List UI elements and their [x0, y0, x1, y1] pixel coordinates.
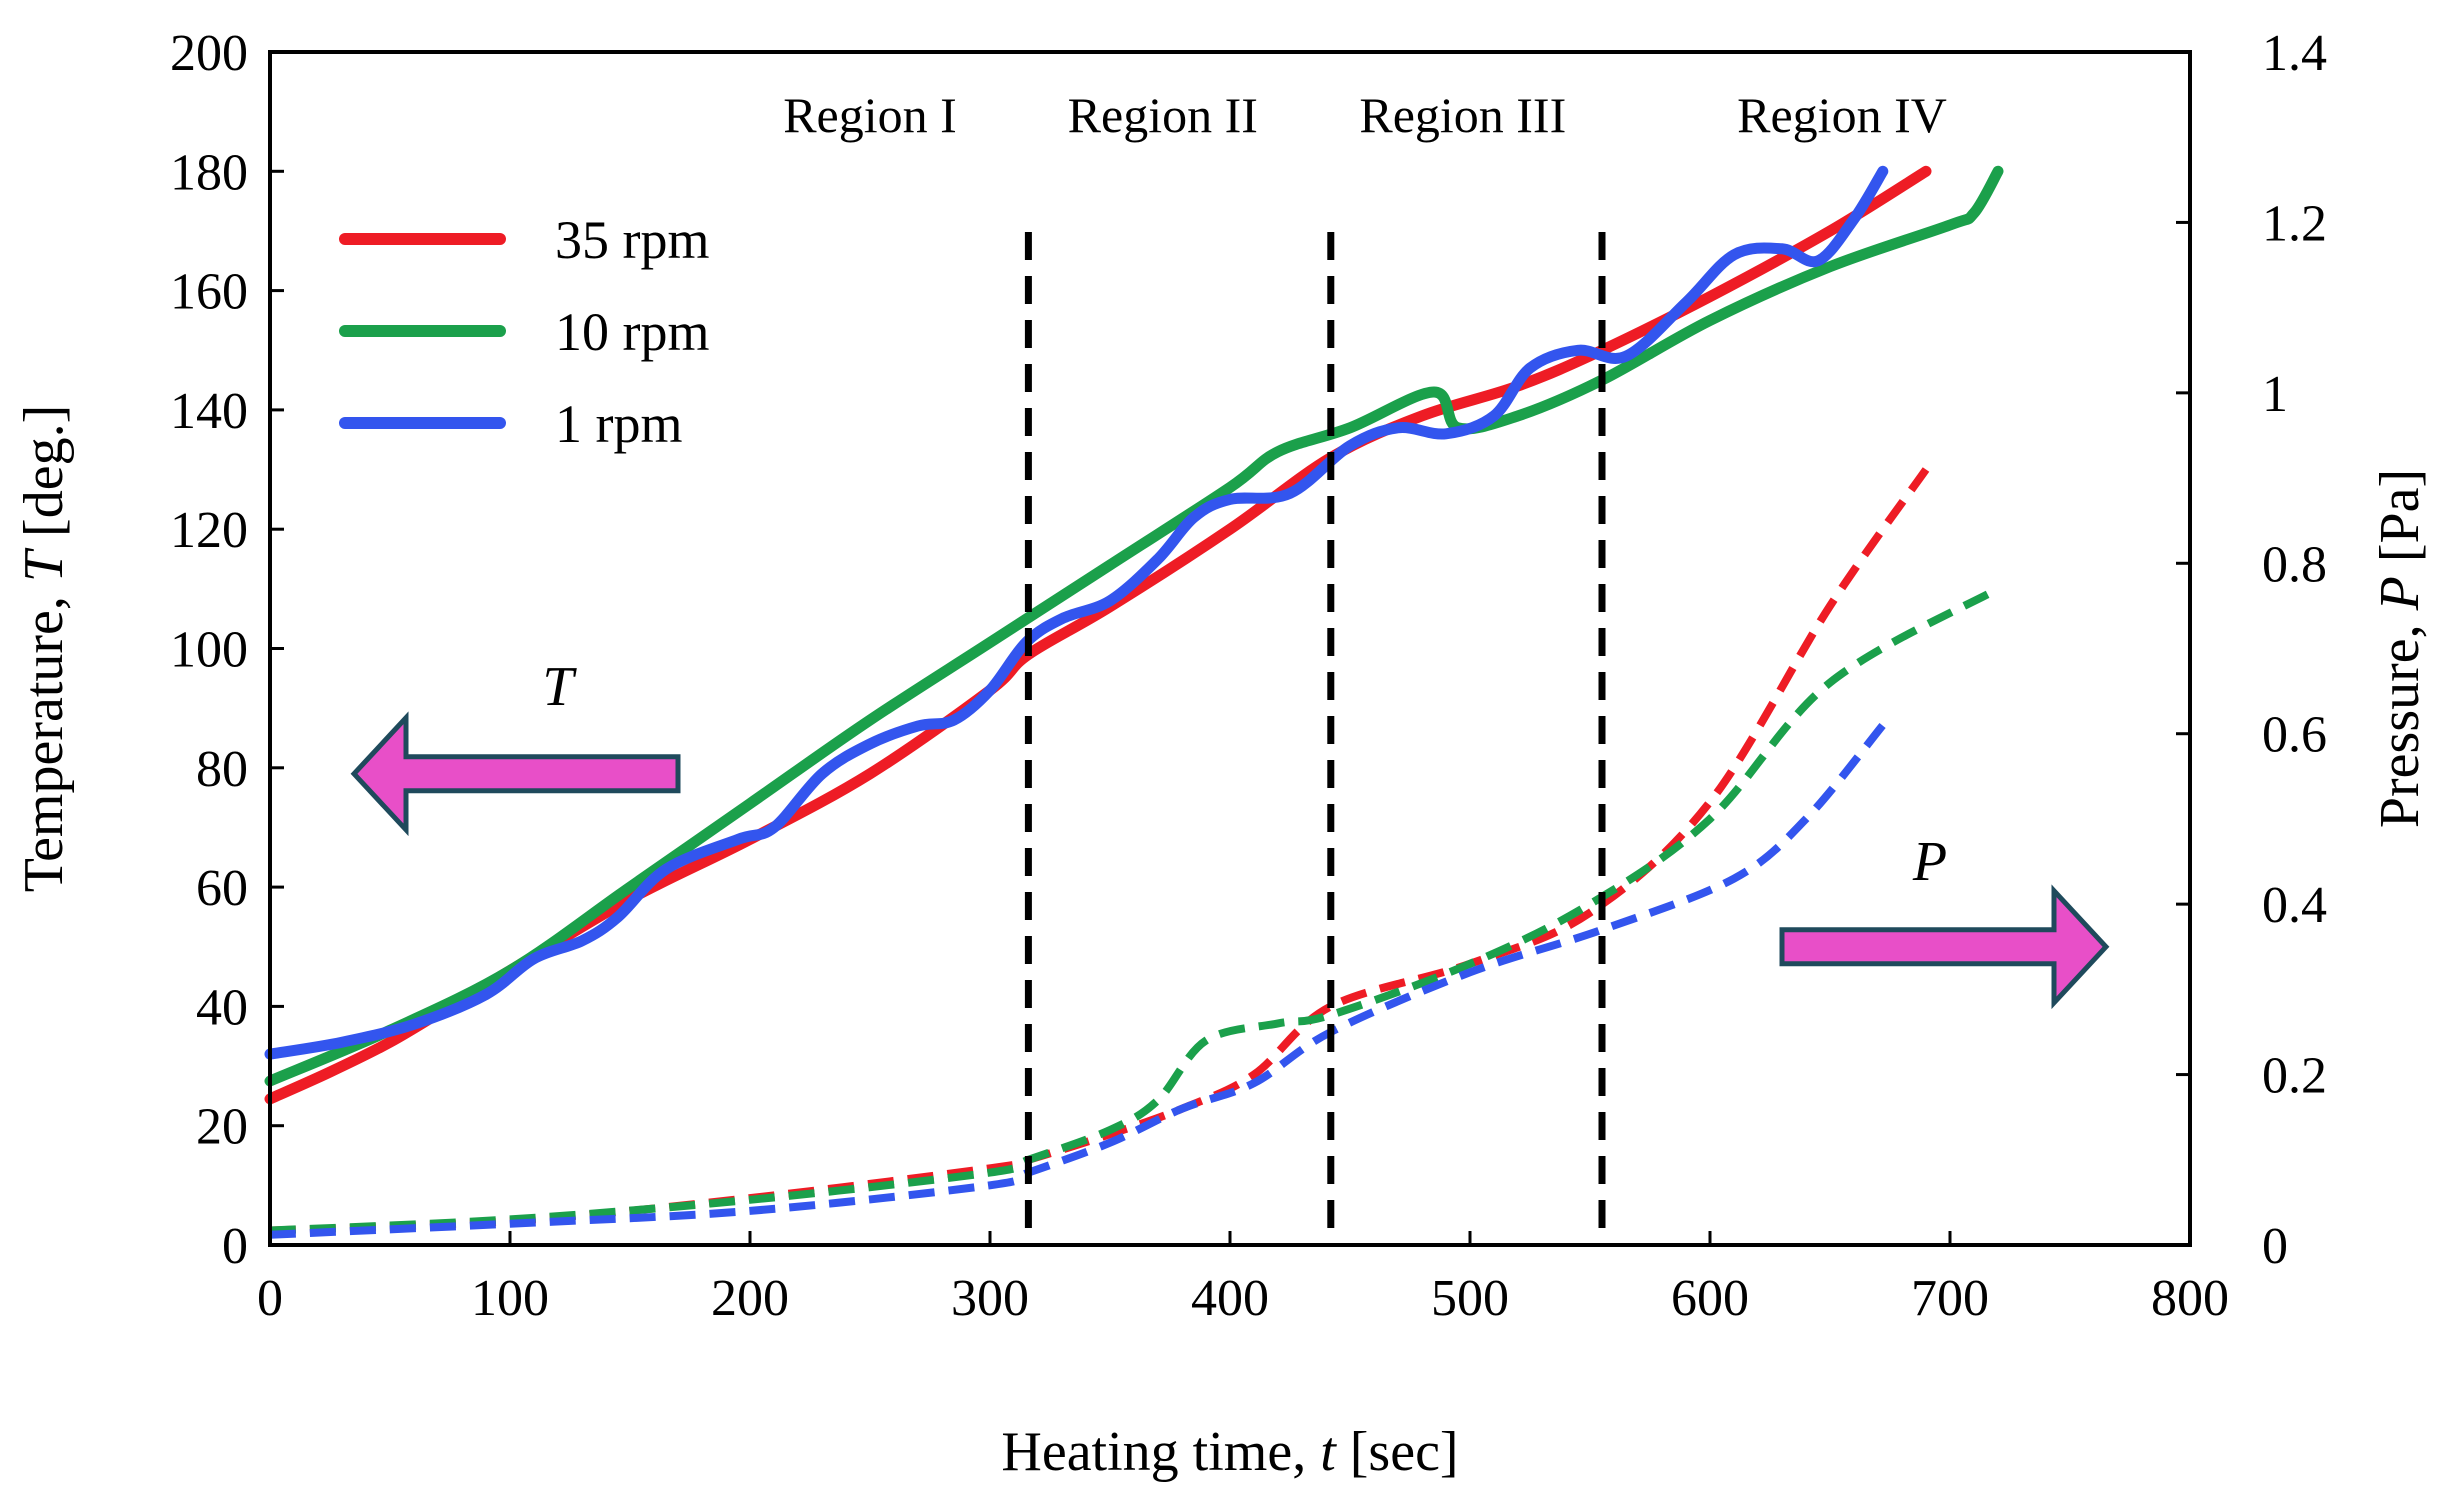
- y-tick-label: 60: [196, 860, 248, 917]
- x-tick-label: 400: [1191, 1270, 1269, 1327]
- series-layer: [264, 165, 2004, 1239]
- x-tick-label: 500: [1431, 1270, 1509, 1327]
- region-label-4: Region IV: [1737, 87, 1947, 143]
- x-tick-label: 800: [2151, 1270, 2229, 1327]
- y-tick-label: 80: [196, 741, 248, 798]
- series-line-10-rpm: [264, 165, 2004, 1087]
- y2-tick-label: 0: [2262, 1218, 2288, 1275]
- region-label-2: Region II: [1068, 87, 1258, 143]
- x-tick-label: 0: [257, 1270, 283, 1327]
- legend-label-1rpm: 1 rpm: [555, 394, 683, 454]
- y-tick-label: 180: [170, 144, 248, 201]
- x-tick-label: 600: [1671, 1270, 1749, 1327]
- series-line-10-rpm-pressure: [269, 585, 2000, 1235]
- y2-tick-label: 0.2: [2262, 1048, 2327, 1105]
- y2-axis-label: Pressure, P [Pa]: [2369, 469, 2431, 828]
- region-boundaries: [1024, 232, 1606, 1245]
- x-axis-label: Heating time, t [sec]: [1001, 1421, 1458, 1483]
- x-tick-label: 100: [471, 1270, 549, 1327]
- annotation-arrows: [350, 711, 2110, 1010]
- y2-tick-label: 1: [2262, 366, 2288, 423]
- series-line-1-rpm-pressure: [269, 722, 1886, 1239]
- y2-tick-label: 0.4: [2262, 877, 2327, 934]
- y-tick-label: 200: [170, 25, 248, 82]
- x-tick-label: 300: [951, 1270, 1029, 1327]
- x-tick-label: 700: [1911, 1270, 1989, 1327]
- legend: 35 rpm 10 rpm 1 rpm: [339, 210, 710, 454]
- pressure-axis-arrow: [1779, 884, 2110, 1010]
- p-arrow-label: P: [1912, 831, 1947, 893]
- y2-tick-label: 0.6: [2262, 707, 2327, 764]
- y-tick-label: 140: [170, 383, 248, 440]
- legend-label-35rpm: 35 rpm: [555, 210, 710, 270]
- y-tick-label: 20: [196, 1099, 248, 1156]
- region-labels: Region I Region II Region III Region IV: [783, 87, 1947, 143]
- y-tick-label: 160: [170, 264, 248, 321]
- series-line-1-rpm: [264, 165, 1889, 1060]
- y-tick-label: 120: [170, 502, 248, 559]
- region-label-1: Region I: [783, 87, 957, 143]
- x-tick-label: 200: [711, 1270, 789, 1327]
- region-label-3: Region III: [1359, 87, 1566, 143]
- y2-tick-label: 1.2: [2262, 195, 2327, 252]
- y-axis-label: Temperature, T [deg.]: [13, 405, 75, 892]
- axis-ticks: 0 100 200 300 400 500 600 700 800020406080100120…: [170, 25, 2327, 1327]
- y2-tick-label: 0.8: [2262, 536, 2327, 593]
- t-arrow-label: T: [542, 656, 577, 718]
- y-tick-label: 40: [196, 979, 248, 1036]
- legend-label-10rpm: 10 rpm: [555, 302, 710, 362]
- temperature-axis-arrow: [350, 711, 681, 837]
- y-tick-label: 0: [222, 1218, 248, 1275]
- y-tick-label: 100: [170, 622, 248, 679]
- y2-tick-label: 1.4: [2262, 25, 2327, 82]
